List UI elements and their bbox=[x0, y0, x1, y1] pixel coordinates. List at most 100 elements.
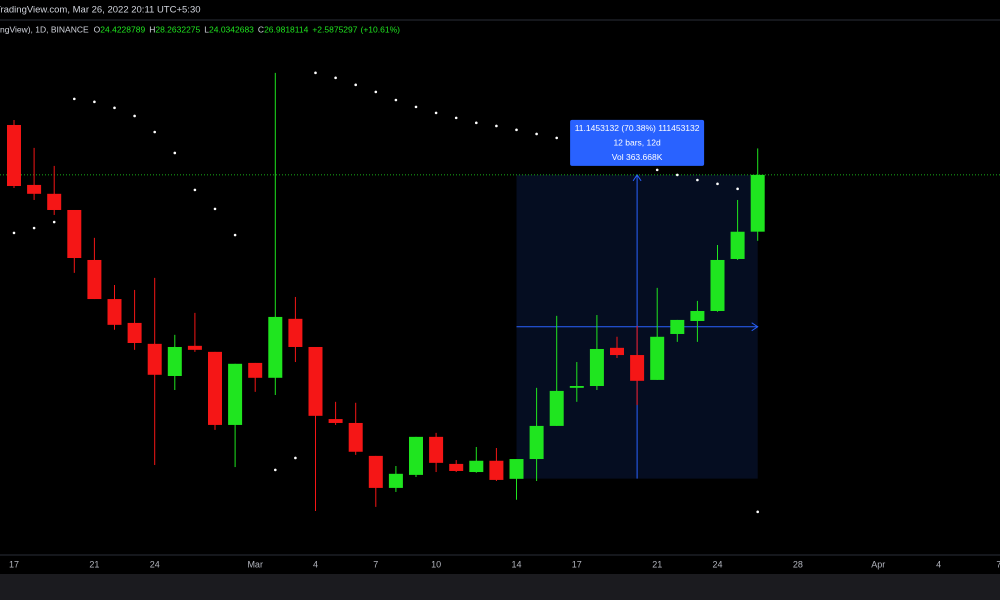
candle-body bbox=[388, 473, 403, 488]
candle-body bbox=[328, 419, 343, 423]
candle-body bbox=[650, 336, 665, 380]
x-tick-label: 17 bbox=[9, 559, 19, 569]
candle-body bbox=[268, 316, 283, 378]
measure-h-arrow bbox=[751, 322, 759, 332]
candle-body bbox=[7, 124, 21, 187]
candle-body bbox=[368, 455, 383, 488]
candle-body bbox=[690, 310, 705, 322]
x-tick-label: Apr bbox=[871, 559, 885, 569]
sar-dot bbox=[173, 151, 177, 155]
candle-body bbox=[529, 425, 544, 460]
header-source: TradingView.com, Mar 26, 2022 20:11 UTC+… bbox=[0, 5, 201, 16]
header-text: C bbox=[258, 24, 264, 34]
candle-body bbox=[228, 363, 243, 425]
candle-body bbox=[288, 318, 303, 347]
candle-body bbox=[429, 436, 444, 463]
sar-dot bbox=[655, 168, 659, 172]
candle-body bbox=[509, 459, 524, 479]
sar-dot bbox=[716, 182, 719, 186]
candle-body bbox=[409, 436, 423, 475]
sar-dot bbox=[32, 226, 36, 230]
sar-dot bbox=[52, 220, 56, 224]
sar-dot bbox=[756, 510, 759, 514]
x-tick-label: 17 bbox=[572, 559, 582, 569]
candle-body bbox=[469, 460, 484, 473]
candle-body bbox=[167, 346, 182, 376]
sar-dot bbox=[153, 130, 156, 134]
candle-body bbox=[589, 348, 604, 387]
x-tick-label: 28 bbox=[793, 559, 803, 569]
header-text: 24.0342683 bbox=[209, 24, 254, 34]
sar-dot bbox=[394, 98, 398, 102]
sar-dot bbox=[495, 124, 498, 128]
overlay: 11.1453132 (70.38%) 111453132 12 bars, 12… bbox=[570, 119, 705, 166]
x-tick-label: 14 bbox=[511, 559, 521, 569]
measure-tooltip bbox=[570, 119, 705, 166]
measure-tooltip-text: Vol 363.668K bbox=[612, 152, 663, 162]
sar-dot bbox=[676, 173, 679, 177]
sar-dot bbox=[354, 83, 358, 87]
x-tick-label: 7 bbox=[996, 559, 1000, 569]
candle-body bbox=[549, 390, 564, 426]
x-tick-label: Mar bbox=[247, 559, 263, 569]
header-text: H bbox=[149, 24, 155, 34]
x-tick-label: 21 bbox=[89, 559, 99, 569]
candle-body bbox=[127, 322, 142, 343]
sar-dot bbox=[274, 468, 277, 472]
bottom-bar bbox=[0, 574, 1000, 600]
candle-body bbox=[208, 351, 222, 425]
header-text: ngView), 1D, BINANCE bbox=[0, 24, 89, 34]
sar-dot bbox=[696, 178, 699, 182]
sar-dot bbox=[93, 100, 96, 104]
candle-body bbox=[750, 174, 765, 232]
sar-dot bbox=[475, 121, 478, 125]
candle-body bbox=[730, 231, 745, 259]
measure-v-arrow bbox=[632, 173, 642, 182]
x-tick-label: 24 bbox=[712, 559, 722, 569]
sar-dot bbox=[113, 106, 116, 110]
sar-dot bbox=[515, 128, 518, 132]
candle-body bbox=[107, 299, 122, 325]
measure-tooltip-text: 12 bars, 12d bbox=[613, 138, 661, 148]
candle-body bbox=[248, 362, 263, 378]
sar-dot bbox=[213, 207, 217, 211]
candle-body bbox=[147, 343, 162, 375]
sar-dot bbox=[233, 233, 237, 237]
plot bbox=[0, 71, 1000, 514]
candle-body bbox=[489, 460, 504, 480]
candle-body bbox=[569, 386, 584, 388]
candle-body bbox=[449, 463, 464, 471]
x-tick-label: 7 bbox=[373, 559, 378, 569]
sar-dot bbox=[374, 90, 378, 94]
sar-dot bbox=[454, 116, 458, 120]
candle-body bbox=[67, 209, 82, 259]
sar-dot bbox=[12, 231, 16, 235]
x-tick-label: 4 bbox=[936, 559, 941, 569]
sar-dot bbox=[193, 188, 197, 192]
sar-dot bbox=[555, 136, 558, 140]
sar-dot bbox=[294, 456, 297, 460]
x-tick-label: 4 bbox=[313, 559, 318, 569]
candle-body bbox=[308, 346, 323, 416]
sar-dot bbox=[434, 111, 438, 115]
header-text: O bbox=[94, 24, 101, 34]
header-text: +2.5875297 bbox=[312, 24, 357, 34]
candle-body bbox=[87, 259, 102, 300]
header-text: 26.9818114 bbox=[264, 24, 309, 34]
sar-dot bbox=[414, 105, 418, 109]
sar-dot bbox=[133, 114, 136, 118]
sar-dot bbox=[334, 76, 337, 80]
sar-dot bbox=[535, 132, 538, 136]
candle-body bbox=[27, 184, 42, 194]
x-tick-label: 21 bbox=[652, 559, 662, 569]
candle-body bbox=[610, 347, 624, 356]
header-text: (+10.61%) bbox=[361, 24, 401, 34]
candle-body bbox=[47, 193, 62, 210]
candle-body bbox=[710, 259, 725, 311]
candle-body bbox=[348, 422, 363, 452]
header-text: 28.2632275 bbox=[155, 24, 200, 34]
sar-dot bbox=[73, 97, 76, 101]
